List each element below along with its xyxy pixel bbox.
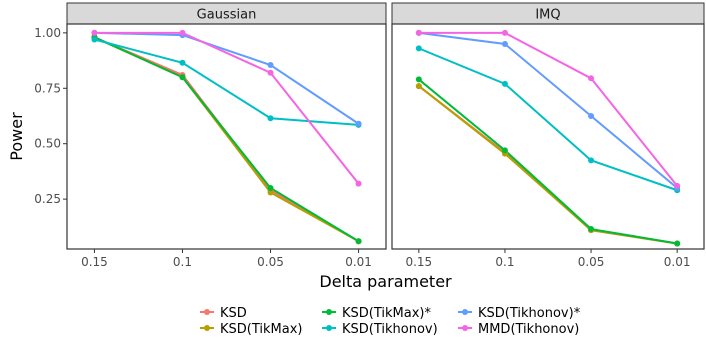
x-tick-label: 0.1 bbox=[495, 255, 514, 269]
data-point-ksd-tikmax-star bbox=[674, 240, 681, 247]
data-point-ksd-tikmax-star bbox=[415, 76, 422, 83]
series-line-ksd-tikmax-star bbox=[94, 36, 360, 243]
data-point-ksd-tikmax bbox=[415, 83, 422, 90]
data-point-mmd-tikhonov bbox=[267, 69, 274, 76]
legend-item-ksd-tikmax-star: KSD(TikMax)* bbox=[322, 306, 431, 321]
legend-key-point bbox=[326, 325, 332, 331]
legend-label: KSD(Tikhonov) bbox=[342, 322, 438, 337]
data-point-ksd-tikhonov bbox=[415, 45, 422, 52]
panel-title-imq: IMQ bbox=[535, 8, 560, 23]
data-point-ksd-tikhonov bbox=[501, 80, 508, 87]
legend-key-point bbox=[462, 325, 468, 331]
data-point-ksd-tikhonov-star bbox=[267, 62, 274, 69]
x-tick-label: 0.01 bbox=[664, 255, 691, 269]
series-line-ksd-tikhonov bbox=[94, 38, 359, 126]
data-point-ksd-tikhonov bbox=[588, 157, 595, 164]
series-line-mmd-tikhonov bbox=[94, 31, 360, 185]
y-axis: 0.25 0.50 0.75 1.00 bbox=[34, 26, 67, 206]
data-point-ksd-tikhonov bbox=[267, 115, 274, 122]
legend-label: KSD(TikMax) bbox=[220, 322, 303, 337]
legend-item-ksd-tikhonov-star: KSD(Tikhonov)* bbox=[458, 306, 581, 321]
plot-area-gaussian bbox=[66, 23, 387, 250]
plot-area-imq bbox=[391, 23, 705, 250]
legend-item-ksd-tikmax: KSD(TikMax) bbox=[200, 322, 303, 337]
series-line-mmd-tikhonov bbox=[418, 31, 678, 187]
legend-item-ksd-tikhonov: KSD(Tikhonov) bbox=[322, 322, 438, 337]
data-point-ksd-tikmax-star bbox=[588, 226, 595, 233]
data-point-mmd-tikhonov bbox=[179, 29, 186, 36]
legend-key-point bbox=[326, 309, 332, 315]
x-tick-label: 0.1 bbox=[173, 255, 192, 269]
y-axis-title: Power bbox=[7, 112, 26, 161]
panel-imq: IMQ 0.15 0.1 0.05 0.01 bbox=[391, 2, 705, 269]
data-point-mmd-tikhonov bbox=[501, 29, 508, 36]
legend-label: KSD bbox=[220, 306, 247, 321]
x-tick-label: 0.15 bbox=[81, 255, 108, 269]
y-tick-label: 0.50 bbox=[34, 137, 61, 151]
data-point-mmd-tikhonov bbox=[91, 29, 98, 36]
data-point-ksd-tikmax-star bbox=[501, 147, 508, 154]
panel-gaussian: Gaussian 0.15 0.1 0.05 0.01 bbox=[66, 2, 387, 269]
data-point-ksd-tikmax bbox=[267, 189, 274, 196]
x-tick-label: 0.01 bbox=[345, 255, 372, 269]
data-point-ksd-tikhonov-star bbox=[588, 112, 595, 119]
data-point-ksd-tikhonov bbox=[179, 59, 186, 66]
x-tick-label: 0.05 bbox=[578, 255, 605, 269]
legend-label: MMD(Tikhonov) bbox=[478, 322, 579, 337]
y-tick-label: 0.25 bbox=[34, 192, 61, 206]
panels-layer: Gaussian 0.15 0.1 0.05 0.01 IMQ 0.15 0.1 0.05 0.0… bbox=[66, 2, 705, 269]
data-point-ksd-tikmax-star bbox=[355, 238, 362, 245]
panel-title-gaussian: Gaussian bbox=[197, 8, 257, 23]
series-line-ksd-tikhonov-star bbox=[94, 31, 360, 125]
data-point-ksd-tikhonov-star bbox=[501, 40, 508, 47]
legend-key-point bbox=[462, 309, 468, 315]
x-tick-label: 0.15 bbox=[405, 255, 432, 269]
legend-item-mmd-tikhonov: MMD(Tikhonov) bbox=[458, 322, 579, 337]
x-tick-label: 0.05 bbox=[257, 255, 284, 269]
data-point-ksd-tikhonov bbox=[91, 36, 98, 43]
data-point-mmd-tikhonov bbox=[355, 180, 362, 187]
y-tick-label: 0.75 bbox=[34, 81, 61, 95]
data-point-mmd-tikhonov bbox=[415, 29, 422, 36]
legend-key-point bbox=[204, 325, 210, 331]
series-line-ksd-tikhonov-star bbox=[418, 31, 678, 189]
data-point-ksd-tikmax-star bbox=[179, 74, 186, 81]
legend-item-ksd: KSD bbox=[200, 306, 247, 321]
legend-label: KSD(TikMax)* bbox=[342, 306, 431, 321]
legend-label: KSD(Tikhonov)* bbox=[478, 306, 581, 321]
data-point-ksd-tikhonov-star bbox=[355, 120, 362, 127]
data-point-mmd-tikhonov bbox=[588, 75, 595, 82]
data-point-mmd-tikhonov bbox=[674, 182, 681, 189]
series-line-ksd-tikhonov bbox=[418, 47, 678, 192]
legend-key-point bbox=[204, 309, 210, 315]
series-line-ksd-tikmax-star bbox=[418, 78, 678, 245]
x-axis-title: Delta parameter bbox=[319, 272, 452, 291]
data-point-ksd-tikmax-star bbox=[267, 185, 274, 192]
y-tick-label: 1.00 bbox=[34, 26, 61, 40]
